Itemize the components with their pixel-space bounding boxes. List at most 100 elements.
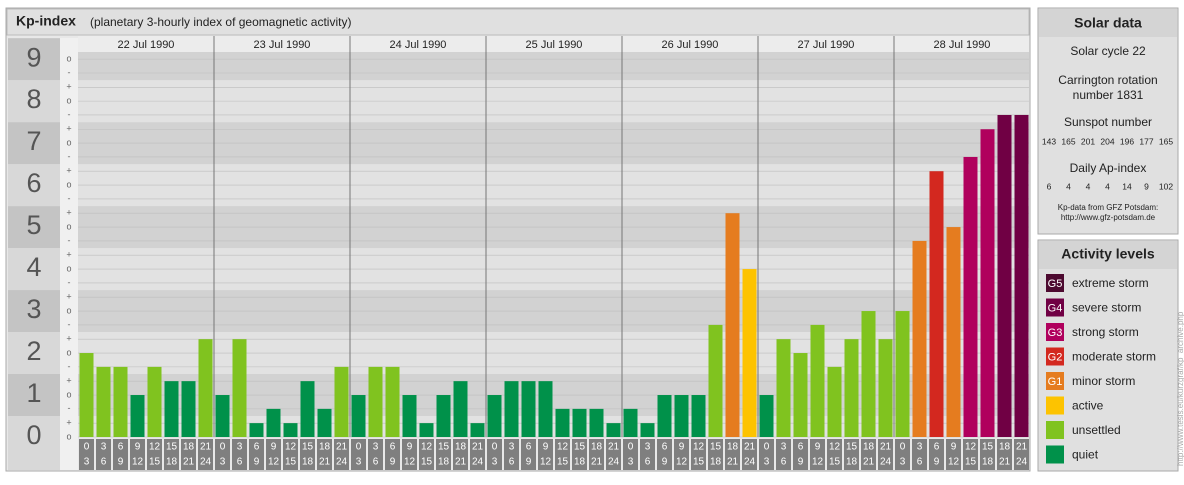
hour-end: 12 xyxy=(404,457,416,468)
hour-end: 15 xyxy=(965,457,977,468)
minor-tick-label: o xyxy=(66,179,71,189)
hour-box xyxy=(215,439,230,470)
hour-end: 24 xyxy=(200,457,212,468)
hour-box xyxy=(317,439,332,470)
hour-end: 21 xyxy=(727,457,739,468)
hour-start: 0 xyxy=(628,442,634,453)
bar xyxy=(589,408,604,437)
hour-box xyxy=(844,439,859,470)
hour-start: 18 xyxy=(863,442,875,453)
hour-start: 12 xyxy=(829,442,841,453)
bar xyxy=(215,395,230,437)
hour-box xyxy=(572,439,587,470)
hour-start: 3 xyxy=(373,442,379,453)
hour-end: 6 xyxy=(781,457,787,468)
hour-start: 6 xyxy=(254,442,260,453)
hour-end: 24 xyxy=(1016,457,1028,468)
sunspot-value: 165 xyxy=(1159,136,1173,146)
y-label-box xyxy=(8,38,60,81)
bar xyxy=(317,408,332,437)
hour-box xyxy=(334,439,349,470)
bar xyxy=(368,366,383,437)
day-label: 24 Jul 1990 xyxy=(390,39,447,51)
bar xyxy=(538,381,553,437)
legend-code: G3 xyxy=(1048,327,1063,339)
legend-label: moderate storm xyxy=(1072,350,1156,364)
hour-end: 15 xyxy=(285,457,297,468)
legend-label: active xyxy=(1072,399,1104,413)
minor-tick-label: + xyxy=(66,376,71,386)
hour-end: 21 xyxy=(319,457,331,468)
chart-title: Kp-index xyxy=(16,13,76,29)
hour-start: 18 xyxy=(591,442,603,453)
hour-start: 18 xyxy=(455,442,467,453)
hour-box xyxy=(368,439,383,470)
hour-box xyxy=(657,439,672,470)
hour-end: 9 xyxy=(118,457,124,468)
hour-start: 15 xyxy=(710,442,722,453)
hour-end: 6 xyxy=(645,457,651,468)
hour-box xyxy=(810,439,825,470)
solar-panel xyxy=(1037,7,1179,235)
y-tick-label: 9 xyxy=(26,42,41,72)
hour-end: 3 xyxy=(628,457,634,468)
bar xyxy=(266,408,281,437)
hour-box xyxy=(895,439,910,470)
hour-start: 3 xyxy=(509,442,515,453)
bar xyxy=(674,395,689,437)
y-label-box xyxy=(8,374,60,417)
hour-box xyxy=(793,439,808,470)
hour-start: 0 xyxy=(900,442,906,453)
hour-start: 12 xyxy=(557,442,569,453)
bar xyxy=(504,381,519,437)
hour-box xyxy=(283,439,298,470)
ap-value: 4 xyxy=(1066,181,1071,191)
sunspot-value: 201 xyxy=(1081,136,1095,146)
hour-start: 0 xyxy=(84,442,90,453)
legend-header xyxy=(1039,241,1177,269)
hour-box xyxy=(878,439,893,470)
hour-box xyxy=(827,439,842,470)
day-label: 22 Jul 1990 xyxy=(118,39,175,51)
hour-end: 3 xyxy=(84,457,90,468)
sunspot-value: 165 xyxy=(1061,136,1075,146)
bar xyxy=(181,381,196,437)
hour-start: 21 xyxy=(744,442,756,453)
hour-box xyxy=(674,439,689,470)
hour-start: 12 xyxy=(149,442,161,453)
hour-end: 15 xyxy=(149,457,161,468)
bar xyxy=(232,339,247,437)
minor-tick-label: o xyxy=(66,431,71,441)
day-label: 25 Jul 1990 xyxy=(526,39,583,51)
minor-tick-label: + xyxy=(66,82,71,92)
hour-box xyxy=(147,439,162,470)
legend-label: minor storm xyxy=(1072,374,1135,388)
bar xyxy=(691,395,706,437)
bar xyxy=(946,227,961,437)
hour-end: 15 xyxy=(557,457,569,468)
minor-tick-label: + xyxy=(66,124,71,134)
minor-tick-label: - xyxy=(68,319,71,329)
bar xyxy=(334,366,349,437)
hour-box xyxy=(113,439,128,470)
hour-box xyxy=(997,439,1012,470)
hour-end: 12 xyxy=(812,457,824,468)
hour-start: 9 xyxy=(951,442,957,453)
solar-header xyxy=(1039,9,1177,37)
bar xyxy=(895,311,910,437)
hour-end: 3 xyxy=(220,457,226,468)
y-label-box xyxy=(8,80,60,123)
bar xyxy=(1014,114,1029,437)
carrington: Carrington rotation xyxy=(1058,73,1157,87)
hour-box xyxy=(912,439,927,470)
hour-box xyxy=(742,439,757,470)
hour-end: 3 xyxy=(356,457,362,468)
hour-box xyxy=(555,439,570,470)
hour-start: 9 xyxy=(815,442,821,453)
y-tick-label: 5 xyxy=(26,210,41,240)
bar xyxy=(79,353,94,437)
bar xyxy=(164,381,179,437)
hour-box xyxy=(776,439,791,470)
bar xyxy=(827,366,842,437)
minor-tick-label: o xyxy=(66,137,71,147)
